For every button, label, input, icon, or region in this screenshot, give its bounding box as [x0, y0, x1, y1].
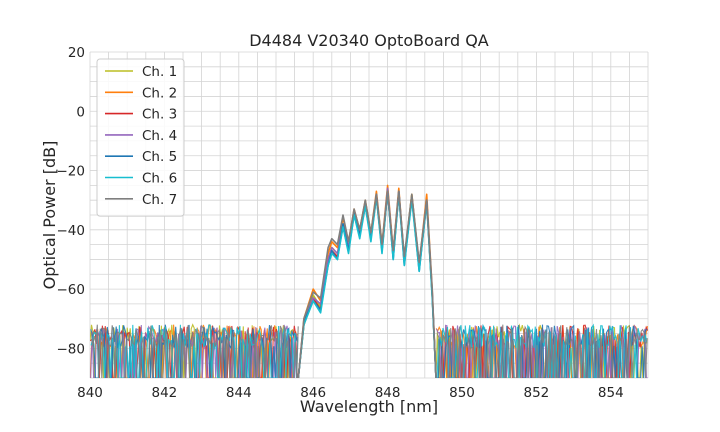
- y-tick-label: −20: [57, 164, 86, 180]
- tick-labels: 840 842 844 846 848 850 852 854 20 0 −20 −40 −60 −80: [57, 45, 624, 401]
- y-tick-label: 0: [76, 104, 85, 120]
- x-tick-label: 852: [524, 385, 550, 401]
- x-tick-label: 846: [300, 385, 326, 401]
- x-tick-label: 850: [449, 385, 475, 401]
- legend-label: Ch. 4: [142, 128, 177, 144]
- y-axis-label: Optical Power [dB]: [40, 141, 59, 290]
- y-tick-label: −60: [57, 282, 86, 298]
- legend-label: Ch. 1: [142, 64, 177, 80]
- legend-label: Ch. 6: [142, 171, 177, 187]
- legend-label: Ch. 7: [142, 192, 177, 208]
- legend-label: Ch. 3: [142, 107, 177, 123]
- noise-trace: [436, 324, 648, 378]
- noise-floor-traces: [90, 323, 648, 378]
- y-tick-label: −40: [57, 223, 86, 239]
- x-tick-label: 840: [77, 385, 103, 401]
- x-tick-label: 844: [226, 385, 252, 401]
- x-tick-label: 854: [598, 385, 624, 401]
- x-axis-label: Wavelength [nm]: [300, 397, 438, 416]
- noise-trace: [436, 324, 648, 378]
- series-line: [297, 190, 437, 378]
- noise-trace: [90, 324, 299, 378]
- noise-trace: [90, 324, 299, 378]
- legend-label: Ch. 5: [142, 149, 177, 165]
- x-tick-label: 842: [152, 385, 178, 401]
- legend-label: Ch. 2: [142, 85, 177, 101]
- legend: Ch. 1 Ch. 2 Ch. 3 Ch. 4 Ch. 5 Ch. 6 Ch. 7: [96, 58, 185, 217]
- y-tick-label: 20: [68, 45, 85, 61]
- series-lines: [297, 184, 437, 378]
- chart-title: D4484 V20340 OptoBoard QA: [249, 31, 489, 50]
- y-tick-label: −80: [57, 341, 86, 357]
- x-tick-label: 848: [375, 385, 401, 401]
